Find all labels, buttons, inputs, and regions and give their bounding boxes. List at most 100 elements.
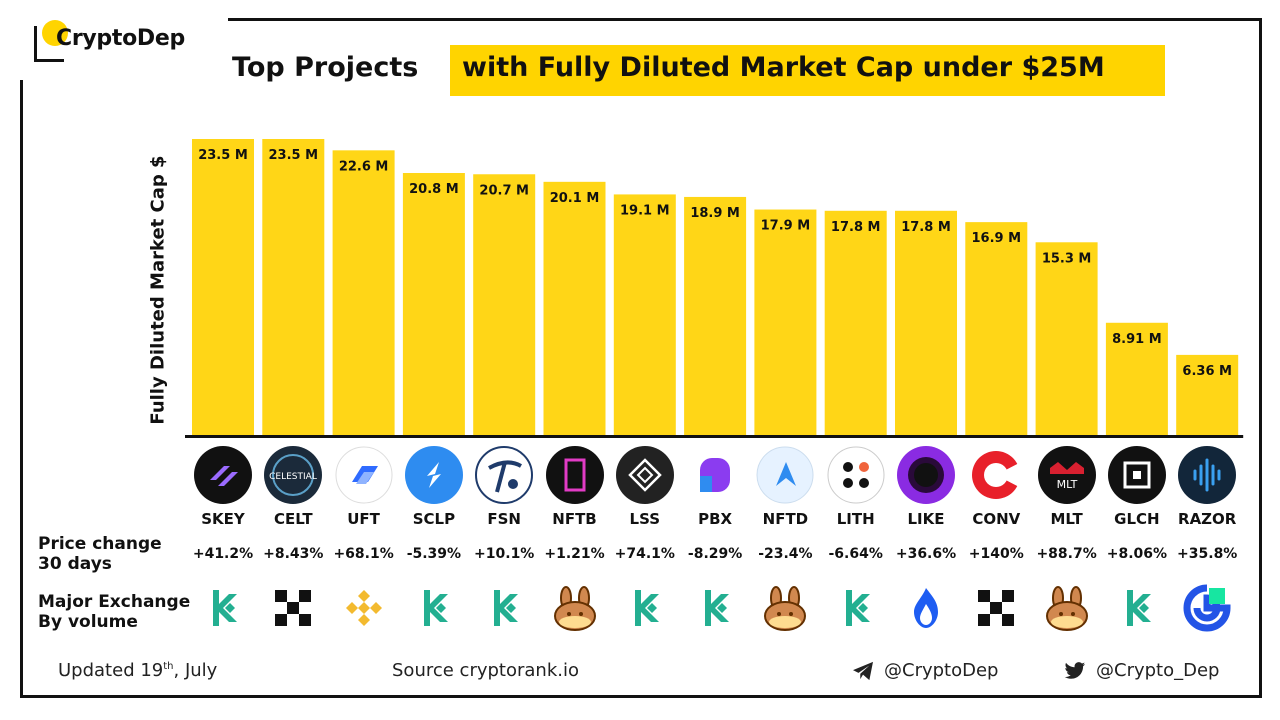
logo-dot	[42, 20, 68, 46]
kucoin-icon	[621, 584, 669, 632]
kucoin-icon	[832, 584, 880, 632]
ticker-uft: UFT	[347, 510, 380, 528]
bar-label-uft: 22.6 M	[339, 159, 389, 174]
price-change-fsn: +10.1%	[474, 546, 535, 562]
price-change-lss: +74.1%	[614, 546, 675, 562]
price-change-uft: +68.1%	[333, 546, 394, 562]
skey-logo-icon	[194, 446, 252, 504]
page-title-part2: with Fully Diluted Market Cap under $25M	[462, 52, 1105, 83]
huobi-icon	[902, 584, 950, 632]
ticker-mlt: MLT	[1050, 510, 1083, 528]
price-change-mlt: +88.7%	[1036, 546, 1097, 562]
exchange-label-line1: Major Exchange	[38, 592, 191, 612]
telegram-handle[interactable]: @CryptoDep	[852, 660, 998, 681]
price-change-lith: -6.64%	[828, 546, 883, 562]
bar-glch	[1105, 322, 1168, 435]
bar-fsn	[473, 174, 536, 436]
ticker-nftd: NFTD	[762, 510, 809, 528]
price-change-label-line2: 30 days	[38, 554, 112, 574]
pancakeswap-icon	[761, 584, 809, 632]
updated-sup: th	[163, 661, 174, 672]
bar-label-glch: 8.91 M	[1112, 332, 1162, 347]
bar-razor	[1176, 354, 1239, 435]
bar-skey	[192, 139, 254, 435]
ticker-pbx: PBX	[698, 510, 733, 528]
price-change-label-line1: Price change	[38, 534, 162, 554]
price-change-sclp: -5.39%	[406, 546, 462, 562]
price-change-celt: +8.43%	[263, 546, 324, 562]
bar-label-lss: 19.1 M	[620, 203, 670, 218]
svg-text:MLT: MLT	[1056, 478, 1077, 491]
ticker-razor: RAZOR	[1178, 510, 1237, 528]
bar-label-conv: 16.9 M	[972, 231, 1022, 246]
price-change-razor: +35.8%	[1177, 546, 1238, 562]
bar-lith	[824, 210, 887, 435]
kucoin-icon	[1113, 584, 1161, 632]
lith-logo-icon	[827, 446, 885, 504]
bar-label-fsn: 20.7 M	[479, 183, 529, 198]
celt-logo-icon: CELESTIAL	[264, 446, 323, 504]
bar-label-like: 17.8 M	[901, 220, 951, 235]
price-change-pbx: -8.29%	[687, 546, 743, 562]
bar-like	[895, 210, 957, 435]
source-text: Source cryptorank.io	[392, 660, 579, 681]
bar-label-pbx: 18.9 M	[690, 206, 740, 221]
twitter-handle[interactable]: @Crypto_Dep	[1064, 660, 1219, 681]
ticker-sclp: SCLP	[412, 510, 456, 528]
sclp-logo-icon	[404, 446, 463, 504]
bar-pbx	[684, 196, 747, 435]
price-change-skey: +41.2%	[192, 546, 254, 562]
pancakeswap-icon	[1043, 584, 1091, 632]
nftd-logo-icon	[756, 446, 814, 504]
bar-label-nftd: 17.9 M	[761, 219, 811, 234]
gateio-icon	[1183, 584, 1231, 632]
ticker-glch: GLCH	[1114, 510, 1160, 528]
svg-text:CELESTIAL: CELESTIAL	[269, 472, 317, 482]
bar-mlt	[1035, 242, 1098, 435]
bar-label-mlt: 15.3 M	[1042, 251, 1092, 266]
frame-bottom-line	[20, 695, 1262, 698]
bar-conv	[965, 222, 1028, 435]
ticker-nftb: NFTB	[552, 510, 597, 528]
bar-label-skey: 23.5 M	[198, 148, 248, 163]
pancakeswap-icon	[551, 584, 599, 632]
bar-label-sclp: 20.8 M	[409, 182, 459, 197]
page-title-part1: Top Projects	[232, 52, 419, 83]
ticker-conv: CONV	[972, 510, 1021, 528]
brand-logo: CryptoDep	[30, 18, 220, 66]
ticker-like: LIKE	[907, 510, 945, 528]
nftb-logo-icon	[545, 446, 604, 504]
bar-nftb	[543, 181, 606, 435]
kucoin-icon	[410, 584, 458, 632]
price-change-nftb: +1.21%	[544, 546, 605, 562]
kucoin-icon	[480, 584, 528, 632]
x-axis-line	[185, 435, 1244, 438]
pbx-logo-icon	[686, 446, 745, 504]
ticker-skey: SKEY	[201, 510, 245, 528]
frame-left-line	[20, 80, 23, 698]
twitter-icon	[1064, 661, 1086, 679]
telegram-handle-text: @CryptoDep	[884, 660, 999, 681]
logo-bracket-horizontal	[34, 59, 64, 62]
ticker-celt: CELT	[274, 510, 313, 528]
brand-name: CryptoDep	[56, 26, 185, 51]
conv-logo-icon	[967, 446, 1026, 504]
lss-logo-icon	[615, 446, 674, 504]
mlt-logo-icon: MLT	[1037, 446, 1096, 504]
price-change-like: +36.6%	[895, 546, 957, 562]
updated-prefix: Updated 19	[58, 660, 164, 681]
price-change-label: Price change 30 days	[38, 534, 162, 574]
ticker-fsn: FSN	[487, 510, 521, 528]
razor-logo-icon	[1178, 446, 1237, 504]
okx-icon	[972, 584, 1020, 632]
bar-label-celt: 23.5 M	[269, 148, 319, 163]
like-logo-icon	[897, 446, 955, 504]
exchange-label-line2: By volume	[38, 612, 138, 632]
glch-logo-icon	[1107, 446, 1166, 504]
price-change-glch: +8.06%	[1106, 546, 1168, 562]
bar-sclp	[402, 173, 465, 435]
updated-suffix: , July	[173, 660, 218, 681]
page-title-highlight: with Fully Diluted Market Cap under $25M	[450, 45, 1165, 96]
bar-label-nftb: 20.1 M	[550, 191, 600, 206]
